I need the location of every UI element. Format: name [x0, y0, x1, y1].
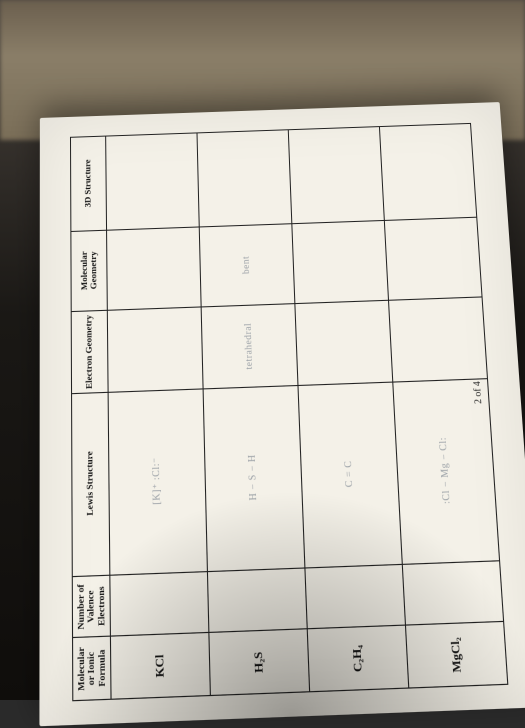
cell-3d [288, 127, 384, 224]
table-wrap: Molecular or Ionic Formula Number of Val… [70, 123, 508, 701]
cell-mgeom [107, 227, 202, 311]
col-mgeom: Molecular Geometry [71, 230, 107, 312]
cell-mgeom [384, 217, 482, 300]
cell-formula: H₂S [209, 629, 310, 695]
col-valence: Number of Valence Electrons [72, 575, 110, 638]
chemistry-table: Molecular or Ionic Formula Number of Val… [70, 123, 508, 701]
col-lewis: Lewis Structure [72, 393, 110, 577]
cell-3d [379, 123, 476, 220]
cell-valence [402, 561, 503, 626]
table-row: KCl [K]⁺ :Cl:⁻ [106, 133, 211, 699]
cell-mgeom [292, 220, 389, 303]
cell-egeom [295, 300, 393, 385]
page-number: 2 of 4 [471, 381, 483, 404]
rotated-content: Molecular or Ionic Formula Number of Val… [0, 150, 525, 669]
cell-3d [197, 130, 292, 227]
cell-lewis: :Cl − Mg − Cl: [393, 379, 500, 564]
cell-lewis: [K]⁺ :Cl:⁻ [108, 389, 207, 575]
cell-formula: KCl [110, 633, 210, 699]
col-3d: 3D Structure [70, 136, 106, 231]
cell-lewis: H − S − H [203, 386, 305, 572]
photo-background: Molecular or Ionic Formula Number of Val… [0, 0, 525, 700]
cell-egeom [107, 307, 203, 393]
cell-formula: C₂H₄ [307, 626, 409, 692]
col-formula: Molecular or Ionic Formula [73, 637, 111, 701]
cell-egeom [388, 297, 487, 382]
col-egeom: Electron Geometry [71, 310, 108, 394]
cell-lewis: C = C [298, 382, 402, 568]
cell-valence [207, 568, 307, 633]
worksheet-paper: Molecular or Ionic Formula Number of Val… [39, 102, 525, 726]
cell-formula: MgCl₂ [405, 622, 507, 688]
cell-mgeom: bent [199, 223, 295, 306]
cell-egeom: tetrahedral [201, 304, 298, 390]
cell-3d [106, 133, 200, 230]
cell-valence [110, 572, 209, 637]
cell-valence [305, 564, 406, 629]
table-header-row: Molecular or Ionic Formula Number of Val… [70, 136, 111, 701]
